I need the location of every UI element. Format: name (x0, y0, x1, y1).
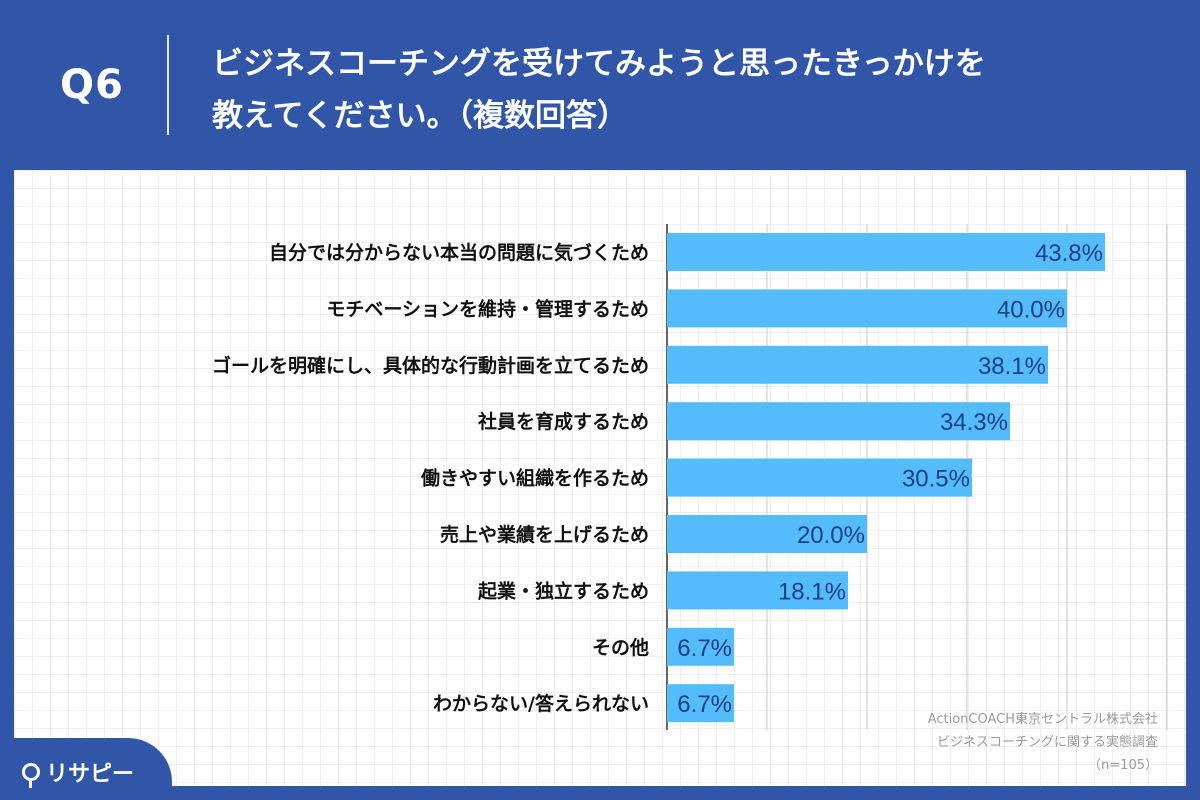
pin-icon (22, 763, 40, 788)
credit-sample-size: （n=105） (1088, 758, 1158, 773)
bar (667, 515, 867, 553)
source-credit: ActionCOACH東京セントラル株式会社 ビジネスコーチングに関する実態調査… (928, 708, 1158, 777)
bar (667, 289, 1067, 328)
header-divider (167, 35, 169, 135)
category-label: ゴールを明確にし、具体的な行動計画を立てるため (212, 354, 649, 377)
category-label: 自分では分からない本当の問題に気づくため (269, 241, 649, 264)
bar (667, 571, 848, 610)
bar (667, 345, 1048, 384)
credit-company: ActionCOACH東京セントラル株式会社 (927, 712, 1158, 727)
header: Q6 ビジネスコーチングを受けてみようと思ったきっかけを 教えてください。（複数… (0, 0, 1200, 170)
brand-logo-text: リサピー (46, 762, 135, 787)
value-label: 18.1% (778, 578, 846, 605)
value-label: 43.8% (1035, 240, 1103, 267)
bar (667, 684, 734, 723)
category-label: 社員を育成するため (477, 410, 649, 433)
brand-logo: リサピー (22, 756, 134, 788)
category-label: 起業・独立するため (477, 579, 649, 602)
question-label: Q6 (60, 62, 124, 108)
category-label: モチベーションを維持・管理するため (326, 297, 649, 320)
bar (667, 458, 972, 497)
value-label: 40.0% (997, 296, 1065, 323)
value-label: 30.5% (902, 466, 970, 493)
bar (667, 402, 1010, 441)
value-label: 34.3% (940, 409, 1008, 436)
bar (667, 627, 734, 666)
question-title-line-2: 教えてください。（複数回答） (212, 98, 629, 134)
chart-panel: 自分では分からない本当の問題に気づくため 43.8% モチベーションを維持・管理する… (14, 170, 1186, 786)
category-label: わからない/答えられない (433, 692, 649, 715)
bar-chart: 自分では分からない本当の問題に気づくため 43.8% モチベーションを維持・管理する… (212, 224, 1168, 730)
value-label: 38.1% (978, 353, 1046, 380)
question-title-line-1: ビジネスコーチングを受けてみようと思ったきっかけを (212, 46, 986, 82)
value-label: 6.7% (677, 691, 732, 718)
category-label: その他 (592, 636, 649, 659)
credit-survey-name: ビジネスコーチングに関する実態調査 (936, 735, 1158, 750)
bar (667, 233, 1105, 271)
value-label: 20.0% (797, 522, 865, 549)
category-label: 売上や業績を上げるため (440, 523, 649, 546)
category-label: 働きやすい組織を作るため (420, 467, 649, 490)
value-label: 6.7% (677, 635, 732, 662)
question-title: ビジネスコーチングを受けてみようと思ったきっかけを 教えてください。（複数回答） (212, 38, 1172, 142)
